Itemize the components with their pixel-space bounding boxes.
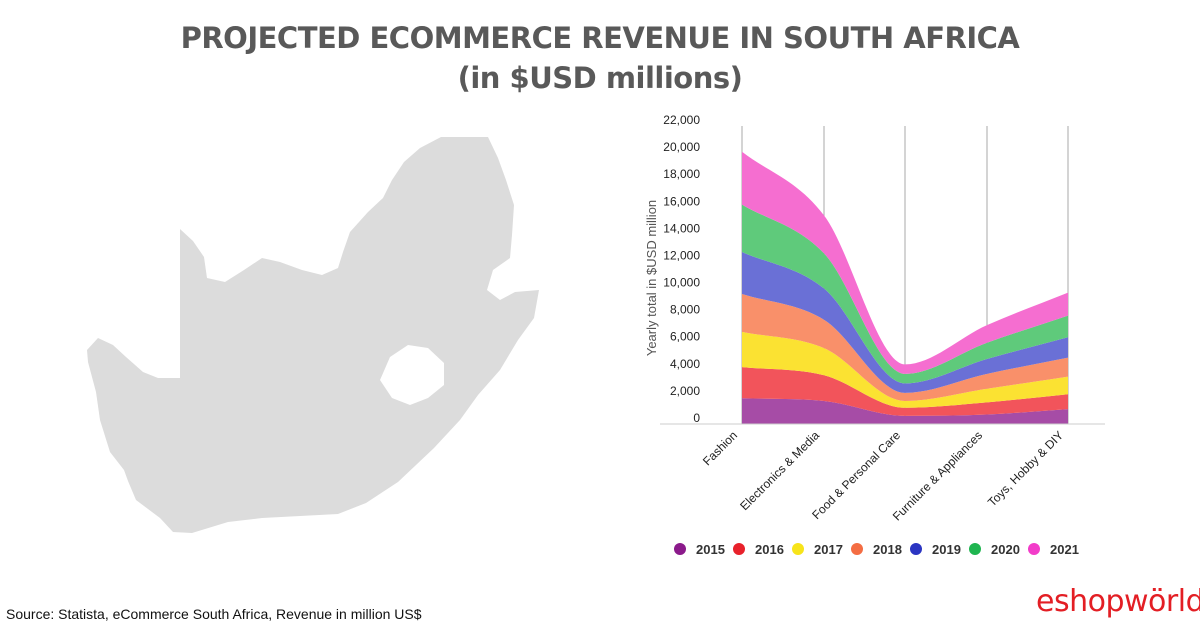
area-series-2016	[742, 367, 1068, 416]
y-tick-label: 2,000	[670, 384, 700, 398]
legend-marker-2020	[969, 543, 981, 555]
y-axis-label: Yearly total in $USD million	[644, 200, 659, 356]
area-series-2019	[742, 251, 1068, 393]
y-tick-label: 0	[693, 411, 700, 425]
area-series-2017	[742, 331, 1068, 408]
area-series-2020	[742, 204, 1068, 384]
legend-marker-2015	[674, 543, 686, 555]
x-tick-label: Food & Personal Care	[809, 428, 903, 522]
y-tick-label: 14,000	[663, 221, 700, 235]
x-tick-label: Toys, Hobby & DIY	[985, 428, 1066, 509]
legend-label-2020: 2020	[991, 542, 1020, 557]
y-tick-label: 12,000	[663, 248, 700, 262]
source-note: Source: Statista, eCommerce South Africa…	[6, 606, 422, 622]
legend-label-2015: 2015	[696, 542, 725, 557]
y-tick-label: 4,000	[670, 357, 700, 371]
chart-subtitle: (in $USD millions)	[457, 61, 743, 95]
y-tick-label: 8,000	[670, 303, 700, 317]
legend-label-2021: 2021	[1050, 542, 1079, 557]
south-africa-map-icon	[87, 137, 539, 533]
x-tick-label: Furniture & Appliances	[890, 428, 985, 523]
legend-label-2016: 2016	[755, 542, 784, 557]
chart-title: PROJECTED ECOMMERCE REVENUE IN SOUTH AFR…	[180, 21, 1020, 55]
legend-marker-2021	[1028, 543, 1040, 555]
legend-marker-2016	[733, 543, 745, 555]
y-tick-label: 22,000	[663, 113, 700, 127]
eshopworld-logo: eshopwörld	[1036, 584, 1200, 619]
y-tick-label: 6,000	[670, 330, 700, 344]
legend-marker-2019	[910, 543, 922, 555]
y-tick-label: 20,000	[663, 140, 700, 154]
area-series-2015	[742, 398, 1068, 424]
y-tick-label: 10,000	[663, 276, 700, 290]
x-tick-label: Fashion	[700, 428, 740, 468]
x-tick-label: Electronics & Media	[737, 428, 822, 513]
legend-label-2017: 2017	[814, 542, 843, 557]
legend-label-2018: 2018	[873, 542, 902, 557]
y-tick-label: 18,000	[663, 167, 700, 181]
legend-label-2019: 2019	[932, 542, 961, 557]
area-series-2018	[742, 293, 1068, 401]
legend-marker-2018	[851, 543, 863, 555]
area-series-2021	[742, 151, 1068, 374]
legend-marker-2017	[792, 543, 804, 555]
y-tick-label: 16,000	[663, 194, 700, 208]
